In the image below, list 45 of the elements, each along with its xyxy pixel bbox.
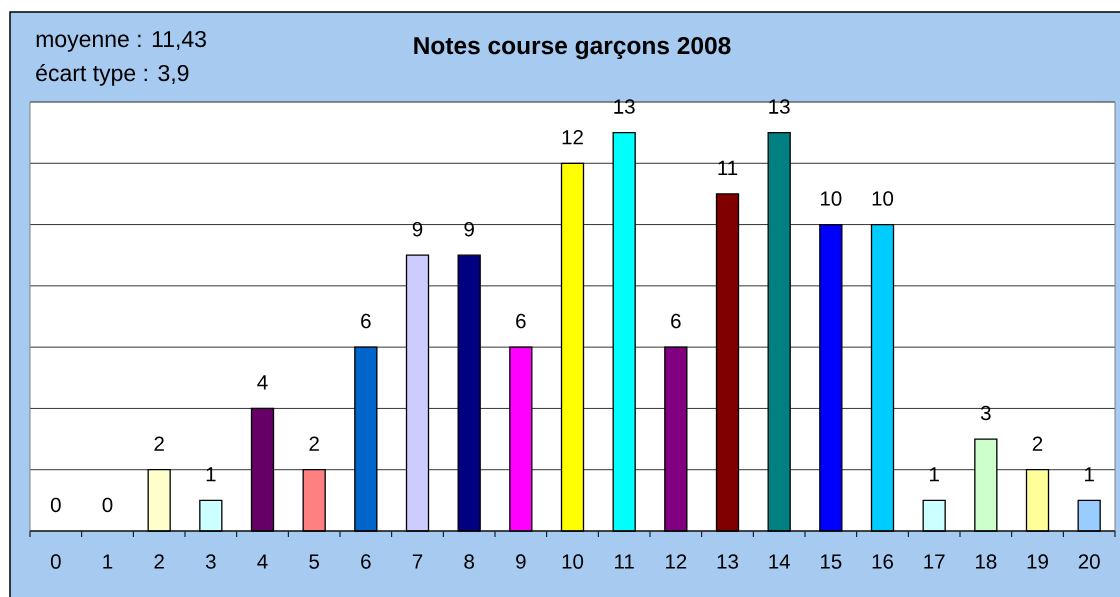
data-label: 12	[562, 129, 583, 145]
x-tick-label: 6	[361, 554, 371, 569]
x-tick-label: 16	[872, 554, 893, 569]
x-tick-label: 17	[924, 554, 945, 569]
x-tick-label: 20	[1078, 554, 1100, 569]
data-label: 1	[1085, 467, 1094, 482]
x-tick-label: 7	[412, 554, 423, 569]
data-label: 13	[614, 99, 635, 114]
data-label: 6	[671, 313, 681, 329]
data-label: 6	[361, 313, 371, 329]
data-label: 2	[154, 436, 164, 451]
data-label: 0	[102, 497, 113, 513]
x-tick-label: 14	[769, 554, 790, 569]
x-tick-label: 5	[309, 554, 320, 569]
data-label: 3	[980, 405, 991, 421]
data-label: 9	[412, 221, 423, 237]
data-label: 11	[718, 160, 738, 175]
data-label: 1	[206, 467, 216, 482]
data-label: 4	[257, 375, 268, 390]
x-tick-label: 2	[154, 554, 164, 569]
data-label: 6	[516, 313, 526, 329]
chart-title: Notes course garçons 2008	[414, 36, 731, 60]
x-tick-label: 1	[103, 554, 113, 569]
x-tick-label: 15	[821, 554, 842, 569]
data-label: 10	[872, 191, 894, 206]
x-tick-label: 10	[562, 554, 584, 569]
x-tick-label: 11	[615, 554, 634, 569]
data-label: 9	[464, 221, 474, 237]
x-tick-label: 19	[1027, 554, 1048, 569]
data-label: 13	[769, 99, 790, 114]
x-tick-label: 12	[666, 554, 687, 569]
x-tick-label: 9	[516, 554, 526, 569]
x-tick-label: 3	[205, 554, 216, 569]
x-tick-label: 0	[50, 554, 61, 569]
x-tick-label: 4	[257, 554, 268, 569]
data-label: 2	[1032, 436, 1043, 451]
data-label: 10	[821, 191, 842, 206]
text: écart type : 3,9	[36, 64, 189, 86]
x-tick-label: 13	[717, 554, 738, 569]
text: moyenne : 11,43	[36, 30, 206, 52]
data-label: 1	[930, 467, 939, 482]
data-label: 2	[309, 436, 319, 451]
data-label: 0	[50, 497, 61, 513]
x-tick-label: 18	[976, 554, 997, 569]
x-tick-label: 8	[464, 554, 474, 569]
